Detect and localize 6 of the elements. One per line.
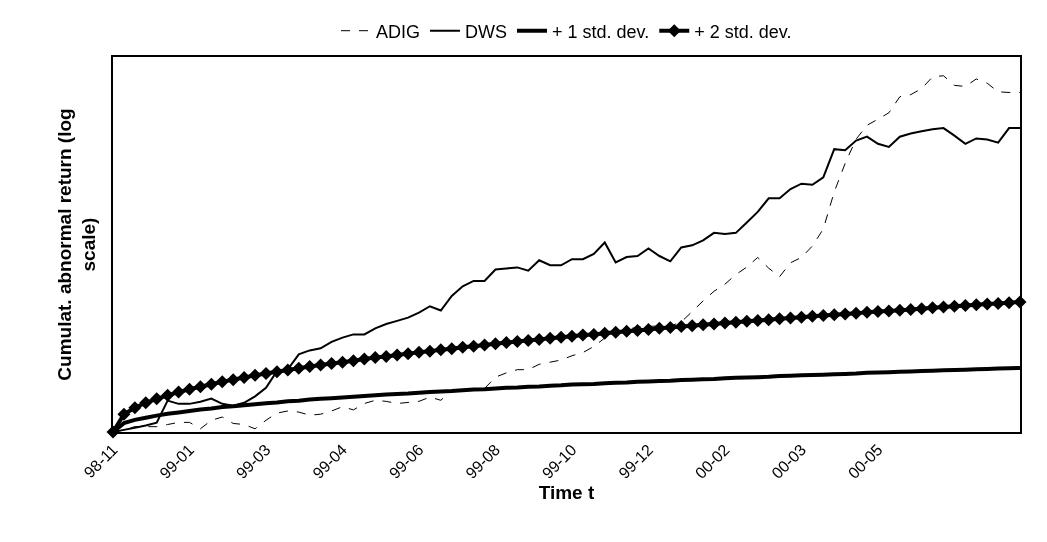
legend-label: ADIG	[376, 21, 421, 42]
legend-label: + 2 std. dev.	[694, 21, 792, 42]
x-axis-title: Time t	[538, 481, 595, 503]
legend-label: DWS	[465, 21, 508, 42]
legend-label: + 1 std. dev.	[552, 21, 650, 42]
y-axis-title: Cumulat. abnormal return (log scale)	[53, 108, 100, 381]
